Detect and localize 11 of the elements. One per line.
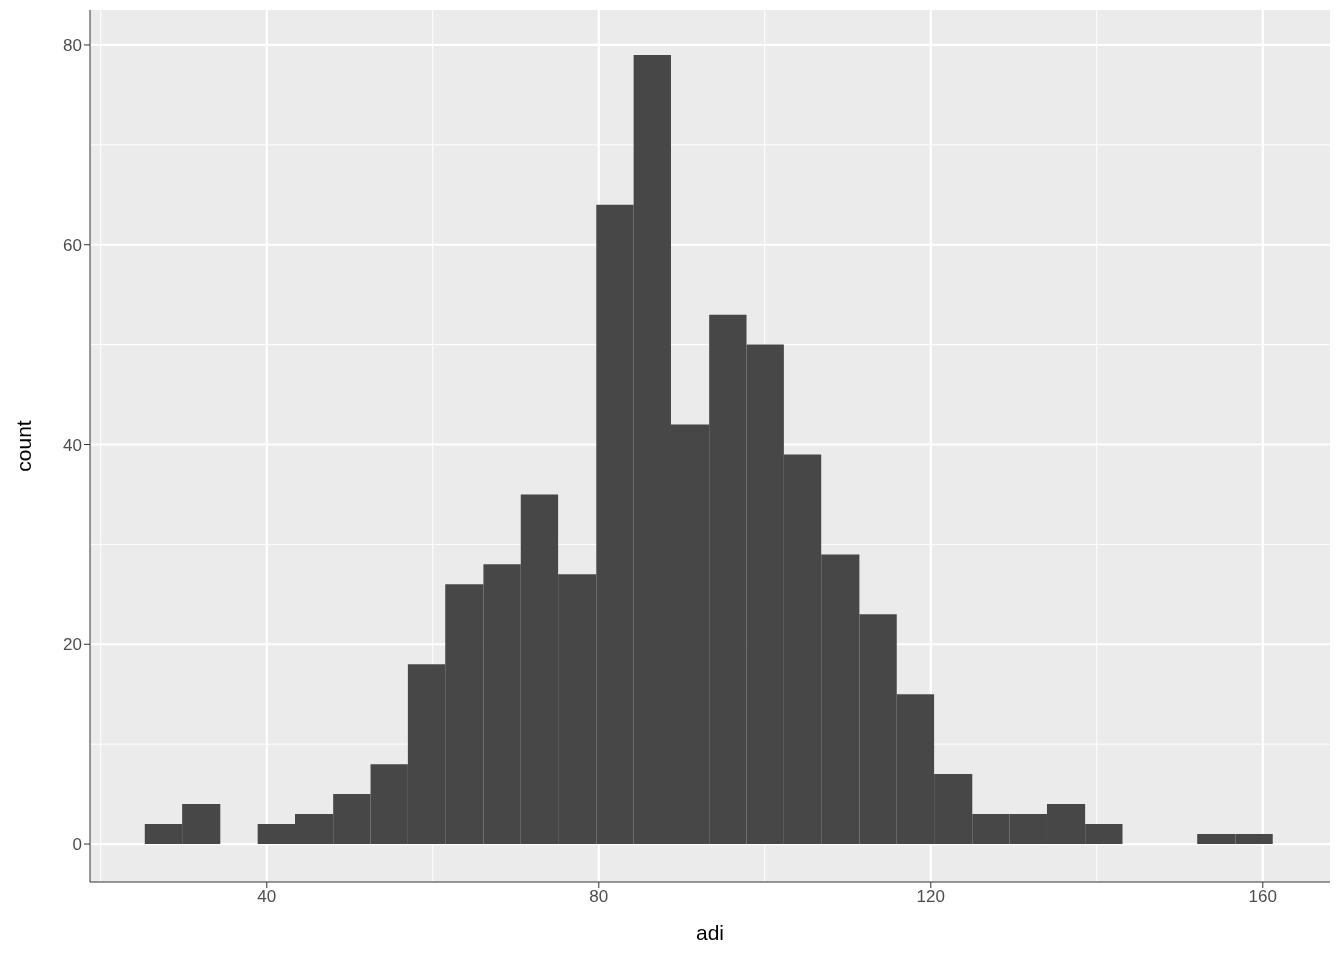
x-tick-label: 120 (916, 887, 945, 907)
x-tick-label: 80 (589, 887, 609, 907)
y-tick-label: 60 (63, 235, 82, 255)
x-tick-label: 40 (257, 887, 277, 907)
y-tick-label: 0 (72, 835, 82, 855)
y-tick-label: 20 (63, 635, 82, 655)
y-tick-label: 80 (63, 35, 82, 55)
y-axis-title: count (12, 420, 36, 472)
x-axis-title: adi (695, 921, 725, 944)
y-tick-label: 40 (63, 435, 82, 455)
x-tick-label: 160 (1248, 887, 1277, 907)
